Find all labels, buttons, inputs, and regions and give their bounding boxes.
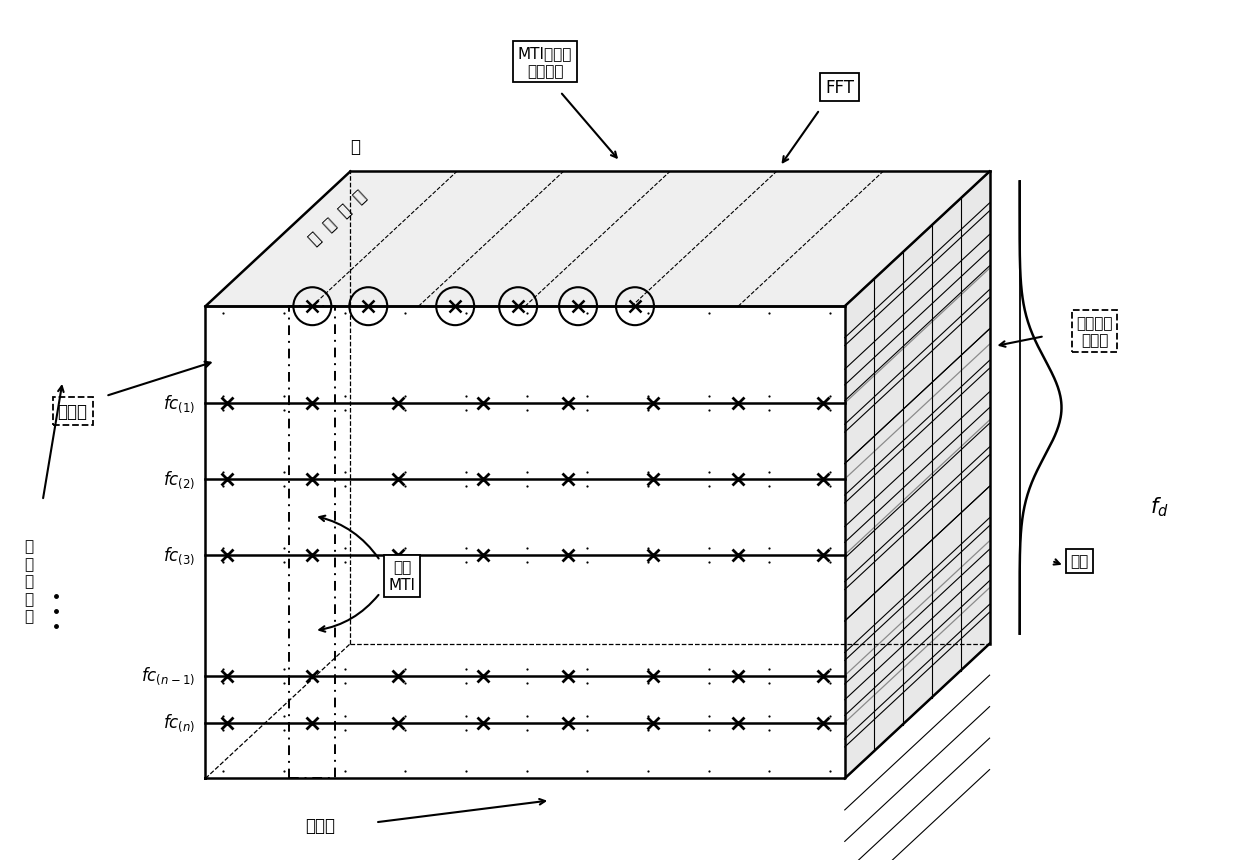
Text: $fc_{(2)}$: $fc_{(2)}$ — [162, 468, 196, 490]
Polygon shape — [844, 172, 990, 778]
Text: 载
频
频
步
进: 载 频 频 步 进 — [24, 539, 33, 623]
Text: 滑窗
MTI: 滑窗 MTI — [389, 560, 415, 592]
Text: 高  分  辨  像: 高 分 辨 像 — [305, 186, 370, 248]
Bar — [289, 307, 335, 778]
Text: 杂波剩余
的主瓣: 杂波剩余 的主瓣 — [1076, 316, 1112, 348]
Polygon shape — [206, 307, 844, 778]
Text: $f_d$: $f_d$ — [1149, 494, 1169, 518]
Text: 慢拍数: 慢拍数 — [305, 816, 335, 834]
Text: FFT: FFT — [826, 78, 854, 96]
Text: $fc_{(n-1)}$: $fc_{(n-1)}$ — [141, 665, 196, 686]
Text: $fc_{(1)}$: $fc_{(1)}$ — [162, 393, 196, 414]
Polygon shape — [206, 172, 990, 307]
Text: MTI结果步
进频的像: MTI结果步 进频的像 — [518, 46, 573, 78]
Text: $fc_{(n)}$: $fc_{(n)}$ — [164, 712, 196, 734]
Text: $fc_{(3)}$: $fc_{(3)}$ — [162, 544, 196, 566]
Text: 像: 像 — [350, 139, 361, 157]
Text: 步进频: 步进频 — [57, 403, 88, 420]
Text: 目标: 目标 — [1070, 554, 1089, 568]
